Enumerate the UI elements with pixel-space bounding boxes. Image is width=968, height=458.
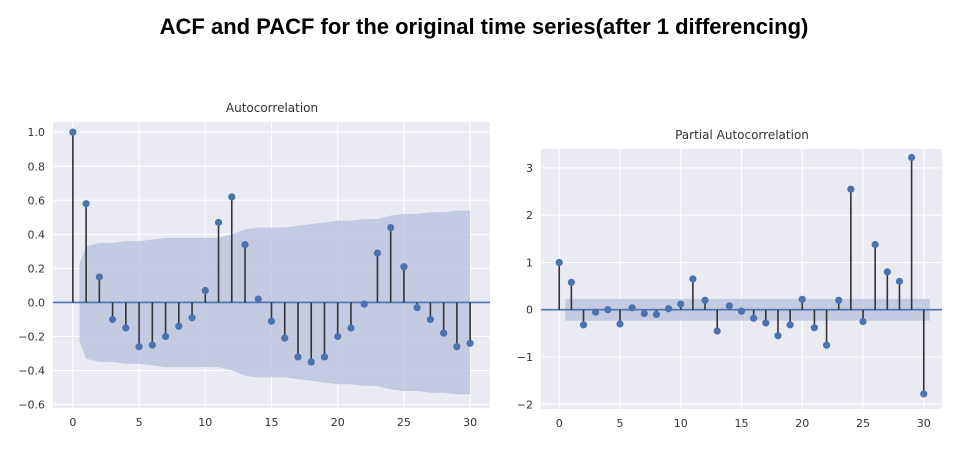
pacf-point [774, 332, 782, 340]
pacf-point [762, 319, 770, 327]
acf-ytick-label: 1.0 [28, 126, 46, 139]
acf-point [294, 353, 302, 361]
pacf-point [567, 278, 575, 286]
acf-point [373, 249, 382, 257]
acf-point [426, 315, 435, 324]
acf-ytick-label: 0.0 [28, 296, 46, 309]
acf-point [347, 324, 355, 332]
pacf-xtick-label: 0 [556, 417, 563, 430]
acf-xtick-label: 15 [265, 416, 279, 429]
acf-point [307, 358, 315, 366]
pacf-point [652, 310, 661, 319]
acf-point [413, 303, 421, 312]
pacf-chart-title: Partial Autocorrelation [675, 128, 809, 142]
pacf-point [737, 307, 746, 315]
pacf-point [713, 327, 721, 335]
pacf-point [701, 296, 709, 304]
acf-point [135, 343, 143, 351]
acf-point [188, 314, 196, 322]
pacf-point [628, 304, 636, 312]
acf-xtick-label: 20 [331, 416, 345, 429]
pacf-point [798, 295, 806, 303]
acf-point [148, 341, 156, 349]
acf-point [334, 332, 342, 341]
pacf-xtick-label: 5 [616, 417, 623, 430]
acf-point [214, 218, 223, 227]
pacf-point [859, 317, 867, 326]
pacf-point [883, 268, 891, 276]
pacf-xtick-label: 15 [735, 417, 749, 430]
acf-point [69, 128, 77, 136]
pacf-point [604, 306, 612, 314]
acf-ytick-label: −0.2 [18, 331, 45, 344]
acf-point [228, 193, 236, 201]
acf-point [360, 300, 368, 308]
pacf-point [689, 275, 697, 283]
acf-point [320, 353, 329, 361]
pacf-point [822, 341, 831, 349]
acf-xtick-label: 5 [136, 416, 143, 429]
acf-point [267, 317, 276, 325]
acf-chart-title: Autocorrelation [226, 101, 318, 115]
acf-ytick-label: −0.4 [18, 365, 45, 378]
acf-point [175, 322, 183, 330]
acf-xtick-label: 25 [397, 416, 411, 429]
acf-chart: Autocorrelation 1.0 0.8 0.6 0.4 0.2 0.0 −0.2 −0… [18, 101, 490, 429]
pacf-point [616, 320, 624, 328]
acf-point [241, 240, 249, 249]
acf-point [254, 295, 262, 303]
pacf-ytick-label: 1 [526, 256, 533, 269]
pacf-xtick-label: 10 [674, 417, 688, 430]
pacf-point [555, 258, 563, 267]
acf-point [453, 343, 461, 351]
pacf-ytick-label: 2 [526, 209, 533, 222]
acf-ytick-label: 0.6 [28, 194, 46, 207]
acf-point [400, 263, 408, 271]
figure-title: ACF and PACF for the original time serie… [159, 14, 809, 39]
acf-point [161, 332, 170, 341]
acf-point [440, 329, 448, 337]
pacf-ytick-label: −1 [517, 351, 533, 364]
pacf-point [664, 305, 673, 313]
pacf-point [725, 302, 733, 310]
pacf-point [810, 324, 819, 332]
acf-xtick-label: 30 [463, 416, 477, 429]
acf-ytick-label: −0.6 [18, 399, 45, 412]
pacf-ytick-label: 3 [526, 162, 533, 175]
acf-xtick-label: 0 [69, 416, 76, 429]
pacf-point [750, 314, 758, 322]
acf-point [108, 315, 117, 324]
pacf-point [920, 390, 928, 398]
pacf-ytick-label: −2 [517, 398, 533, 411]
pacf-point [677, 300, 685, 308]
acf-point [122, 324, 130, 332]
acf-xtick-label: 10 [198, 416, 212, 429]
pacf-point [835, 296, 843, 304]
pacf-point [640, 309, 648, 318]
acf-point [82, 200, 90, 208]
acf-point [95, 273, 103, 281]
pacf-ytick-label: 0 [526, 304, 533, 317]
pacf-point [908, 153, 916, 162]
pacf-xtick-label: 30 [917, 417, 931, 430]
pacf-xtick-label: 25 [856, 417, 870, 430]
acf-point [201, 286, 209, 295]
acf-point [281, 334, 289, 342]
acf-ytick-label: 0.4 [28, 228, 46, 241]
pacf-point [579, 321, 588, 329]
pacf-point [786, 321, 794, 329]
pacf-point [895, 277, 904, 285]
pacf-point [847, 185, 855, 193]
acf-ytick-label: 0.2 [28, 262, 46, 275]
acf-point [466, 339, 474, 347]
acf-point [387, 223, 395, 232]
pacf-point [592, 308, 600, 316]
acf-ytick-label: 0.8 [28, 160, 46, 173]
pacf-point [871, 240, 879, 249]
pacf-xtick-label: 20 [795, 417, 809, 430]
